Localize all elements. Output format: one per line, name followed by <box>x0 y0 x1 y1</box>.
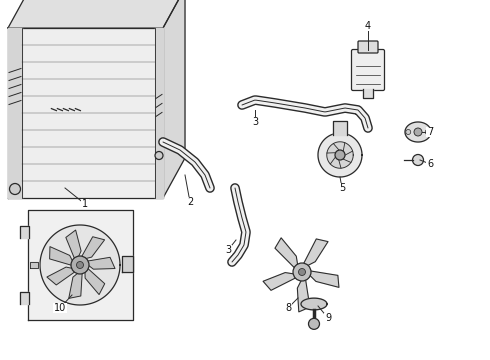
Polygon shape <box>122 256 133 272</box>
Polygon shape <box>81 237 104 259</box>
Circle shape <box>309 318 319 329</box>
Polygon shape <box>155 28 163 198</box>
Text: 2: 2 <box>187 197 193 207</box>
Polygon shape <box>66 230 81 259</box>
Polygon shape <box>47 267 75 285</box>
Polygon shape <box>297 278 310 312</box>
Polygon shape <box>87 257 115 269</box>
Polygon shape <box>8 28 22 198</box>
Circle shape <box>155 152 163 159</box>
Circle shape <box>293 263 311 281</box>
Polygon shape <box>27 210 132 320</box>
Text: 9: 9 <box>325 313 331 323</box>
Text: 8: 8 <box>285 303 291 313</box>
Text: 6: 6 <box>427 159 433 169</box>
Circle shape <box>425 130 430 135</box>
Polygon shape <box>333 121 347 135</box>
Text: 3: 3 <box>252 117 258 127</box>
Polygon shape <box>85 268 105 294</box>
Text: 5: 5 <box>339 183 345 193</box>
Polygon shape <box>8 0 185 28</box>
Polygon shape <box>318 133 362 177</box>
Polygon shape <box>309 271 339 287</box>
Circle shape <box>335 150 345 160</box>
Polygon shape <box>327 142 353 168</box>
Text: 10: 10 <box>54 303 66 313</box>
Polygon shape <box>163 0 185 198</box>
Circle shape <box>406 130 411 135</box>
FancyBboxPatch shape <box>358 41 378 53</box>
Circle shape <box>413 154 423 166</box>
Circle shape <box>298 269 305 275</box>
Text: 3: 3 <box>225 245 231 255</box>
Polygon shape <box>301 298 327 310</box>
Polygon shape <box>263 273 297 290</box>
Text: 7: 7 <box>427 127 433 137</box>
Polygon shape <box>69 273 82 298</box>
Circle shape <box>76 261 83 269</box>
Polygon shape <box>275 238 298 269</box>
Polygon shape <box>20 292 28 304</box>
Polygon shape <box>363 89 373 98</box>
Polygon shape <box>8 28 163 198</box>
Polygon shape <box>20 226 28 238</box>
Circle shape <box>71 256 89 274</box>
Polygon shape <box>49 247 73 265</box>
FancyBboxPatch shape <box>351 50 385 90</box>
Polygon shape <box>303 239 328 266</box>
Circle shape <box>9 184 21 194</box>
Polygon shape <box>40 225 120 305</box>
Polygon shape <box>29 262 38 268</box>
Circle shape <box>414 128 422 136</box>
Text: 4: 4 <box>365 21 371 31</box>
Polygon shape <box>405 122 431 142</box>
Text: 1: 1 <box>82 199 88 209</box>
